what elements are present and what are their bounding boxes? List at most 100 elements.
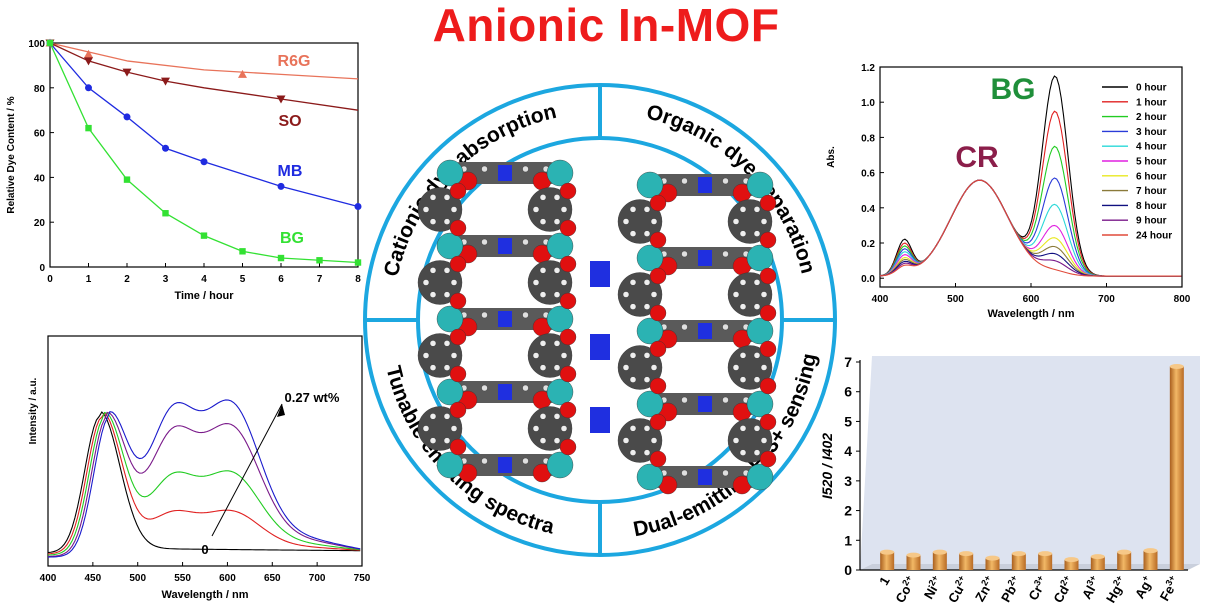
ring-hydrogen (650, 437, 658, 444)
point-SO (161, 77, 170, 86)
ring-hydrogen (739, 279, 747, 286)
ring-hydrogen (732, 364, 740, 371)
y-tick-label: 20 (34, 218, 46, 229)
point-SO (84, 57, 93, 66)
category-label: Ni2+ (920, 574, 945, 602)
point-BG (316, 257, 323, 264)
hydrogen-atom (681, 177, 688, 185)
carboxyl-oxygen (559, 365, 577, 383)
ring-hydrogen (429, 291, 437, 298)
trend-arrow-head (277, 404, 285, 417)
ring-hydrogen (422, 279, 430, 286)
benzene-ring (727, 272, 773, 317)
indium-atom (546, 451, 574, 479)
ring-hydrogen (539, 218, 547, 225)
benzene-ring (727, 199, 773, 244)
ring-hydrogen (760, 218, 768, 225)
category-base: Al (1079, 583, 1098, 602)
hydrogen-atom (681, 323, 688, 331)
nitrogen-atom (698, 323, 712, 339)
bar-cap (906, 552, 921, 558)
x-tick-label: 1 (86, 274, 92, 285)
x-tick-label: 6 (278, 274, 284, 285)
indium-atom (436, 305, 464, 333)
x-tick-label: 0 (47, 274, 53, 285)
x-axis-label: Wavelength / nm (988, 308, 1075, 320)
y-tick-label: 0.8 (861, 133, 875, 144)
ring-hydrogen (443, 291, 451, 298)
hydrogen-atom (722, 396, 729, 404)
bar (906, 555, 921, 570)
series-line (47, 411, 361, 555)
point-BG (123, 176, 131, 183)
x-tick-label: 650 (264, 573, 281, 584)
indium-atom (636, 390, 664, 418)
ring-hydrogen (532, 425, 540, 432)
x-axis-label: Wavelength / nm (162, 589, 249, 601)
benzene-ring (727, 345, 773, 390)
ring-hydrogen (629, 206, 637, 213)
x-tick-label: 400 (40, 573, 57, 584)
series-line (47, 399, 361, 558)
indium-atom (746, 317, 774, 345)
benzene-ring (417, 406, 463, 451)
indium-atom (746, 244, 774, 272)
annotation-bg: BG (991, 73, 1036, 106)
point-MB (123, 113, 131, 121)
ring-hydrogen (739, 425, 747, 432)
benzene-ring (417, 260, 463, 305)
point-R6G (84, 49, 93, 58)
y-tick-label: 0.2 (861, 239, 875, 250)
indium-atom (546, 378, 574, 406)
y-tick-label: 0 (844, 562, 852, 578)
benzene-ring (527, 333, 573, 378)
y-tick-label: 0.0 (861, 274, 875, 285)
ring-hydrogen (560, 352, 568, 359)
ring-hydrogen (760, 364, 768, 371)
category-label: Zn2+ (971, 574, 998, 605)
category-base: Cd (1050, 583, 1072, 606)
ring-hydrogen (650, 291, 658, 298)
ring-hydrogen (753, 352, 761, 359)
x-tick-label: 750 (354, 573, 371, 584)
ring-hydrogen (443, 267, 451, 274)
bar-cap (932, 549, 947, 555)
ring-hydrogen (753, 376, 761, 383)
carboxyl-oxygen (759, 267, 777, 285)
ring-hydrogen (429, 437, 437, 444)
indium-atom (746, 390, 774, 418)
bar-cap (1143, 548, 1158, 554)
carboxyl-oxygen (759, 304, 777, 322)
category-charge: 3+ (1163, 574, 1177, 588)
x-tick-label: 700 (1098, 294, 1115, 305)
legend-label: 5 hour (1136, 157, 1167, 168)
ring-hydrogen (443, 364, 451, 371)
carboxyl-oxygen (649, 413, 667, 431)
ring-hydrogen (643, 279, 651, 286)
category-base: Ag (1132, 579, 1154, 602)
carboxyl-oxygen (649, 231, 667, 249)
point-BG (277, 254, 285, 262)
hydrogen-atom (722, 177, 729, 185)
ring-hydrogen (539, 437, 547, 444)
ring-hydrogen (643, 376, 651, 383)
ring-hydrogen (450, 425, 458, 432)
carboxyl-oxygen (759, 377, 777, 395)
indium-atom (546, 159, 574, 187)
category-charge: 3+ (1032, 574, 1046, 588)
bar-cap (985, 555, 1000, 561)
category-base: 1 (876, 574, 893, 588)
ring-hydrogen (739, 449, 747, 456)
ring-hydrogen (643, 206, 651, 213)
indium-atom (436, 451, 464, 479)
ring-hydrogen (753, 303, 761, 310)
x-tick-label: 600 (1023, 294, 1040, 305)
hydrogen-atom (481, 457, 488, 465)
ring-hydrogen (753, 279, 761, 286)
y-tick-label: 80 (34, 84, 46, 95)
ring-hydrogen (560, 425, 568, 432)
hydrogen-atom (522, 165, 529, 173)
category-label: Cu2+ (944, 574, 972, 606)
bar (1143, 550, 1158, 570)
